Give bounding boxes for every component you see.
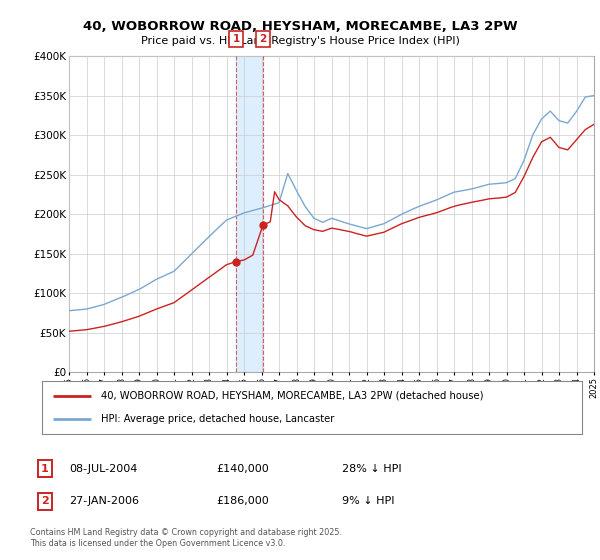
Text: 40, WOBORROW ROAD, HEYSHAM, MORECAMBE, LA3 2PW: 40, WOBORROW ROAD, HEYSHAM, MORECAMBE, L… bbox=[83, 20, 517, 32]
Bar bbox=[236, 56, 263, 372]
Text: 08-JUL-2004: 08-JUL-2004 bbox=[69, 464, 137, 474]
Text: £140,000: £140,000 bbox=[216, 464, 269, 474]
Text: Contains HM Land Registry data © Crown copyright and database right 2025.
This d: Contains HM Land Registry data © Crown c… bbox=[30, 528, 342, 548]
Text: 27-JAN-2006: 27-JAN-2006 bbox=[69, 496, 139, 506]
Text: HPI: Average price, detached house, Lancaster: HPI: Average price, detached house, Lanc… bbox=[101, 414, 335, 424]
Text: Price paid vs. HM Land Registry's House Price Index (HPI): Price paid vs. HM Land Registry's House … bbox=[140, 36, 460, 46]
Text: £186,000: £186,000 bbox=[216, 496, 269, 506]
Text: 28% ↓ HPI: 28% ↓ HPI bbox=[342, 464, 401, 474]
Text: 1: 1 bbox=[41, 464, 49, 474]
Text: 40, WOBORROW ROAD, HEYSHAM, MORECAMBE, LA3 2PW (detached house): 40, WOBORROW ROAD, HEYSHAM, MORECAMBE, L… bbox=[101, 391, 484, 401]
Text: 2: 2 bbox=[259, 34, 266, 44]
Text: 1: 1 bbox=[232, 34, 239, 44]
Text: 2: 2 bbox=[41, 496, 49, 506]
Text: 9% ↓ HPI: 9% ↓ HPI bbox=[342, 496, 395, 506]
